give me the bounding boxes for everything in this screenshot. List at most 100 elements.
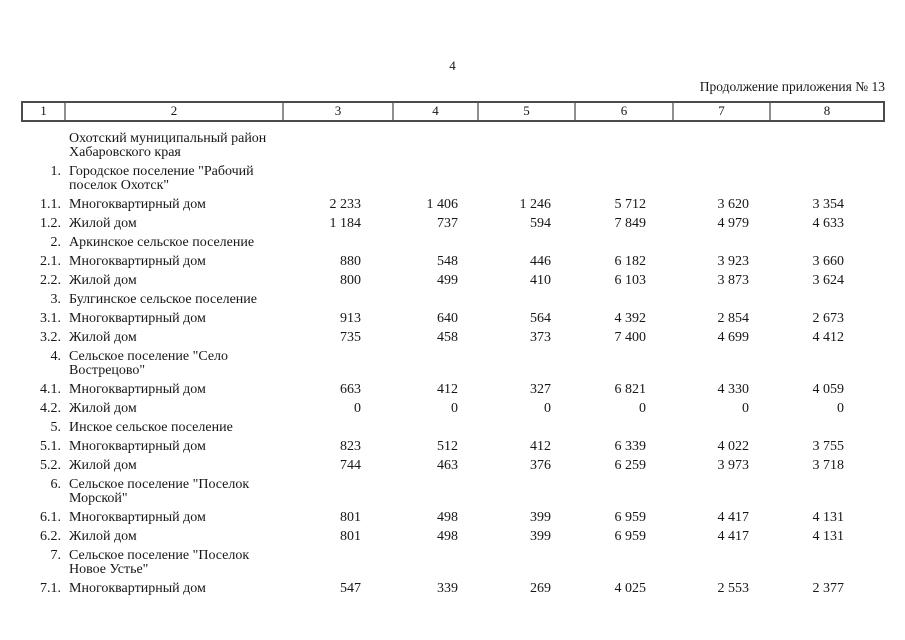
row-number-cell: 1.1.	[40, 196, 61, 212]
value-cell: 880	[340, 253, 361, 269]
row-label-cell: Жилой дом	[69, 528, 137, 544]
table-row: Охотский муниципальный район Хабаровског…	[23, 129, 883, 162]
value-cell: 0	[837, 400, 844, 416]
value-cell: 7 400	[614, 329, 647, 345]
row-label-cell: Сельское поселение "Поселок Новое Устье"	[69, 547, 250, 577]
value-cell: 412	[530, 438, 551, 454]
value-cell: 7 849	[614, 215, 647, 231]
column-number-cell: 3	[284, 103, 394, 120]
value-cell: 327	[530, 381, 551, 397]
row-number-cell: 4.	[50, 348, 62, 364]
value-cell: 744	[340, 457, 361, 473]
row-label-cell: Многоквартирный дом	[69, 381, 206, 397]
value-cell: 4 633	[812, 215, 845, 231]
value-cell: 4 059	[812, 381, 845, 397]
value-cell: 463	[437, 457, 458, 473]
value-cell: 339	[437, 580, 458, 596]
table-row: 5.2. Жилой дом 744 463 376 6 259 3 973 3 718	[23, 456, 883, 475]
row-label-cell: Жилой дом	[69, 457, 137, 473]
table-row: 3.2. Жилой дом 735 458 373 7 400 4 699 4 412	[23, 328, 883, 347]
value-cell: 4 417	[717, 528, 750, 544]
value-cell: 512	[437, 438, 458, 454]
value-cell: 3 873	[717, 272, 750, 288]
value-cell: 3 755	[812, 438, 845, 454]
table-row: 1. Городское поселение "Рабочий поселок О…	[23, 162, 883, 195]
row-label-cell: Многоквартирный дом	[69, 196, 206, 212]
column-number-cell: 7	[674, 103, 771, 120]
table-row: 4.1. Многоквартирный дом 663 412 327 6 821 4 3…	[23, 380, 883, 399]
value-cell: 4 022	[717, 438, 750, 454]
value-cell: 376	[530, 457, 551, 473]
value-cell: 2 377	[812, 580, 845, 596]
row-number-cell: 2.	[50, 234, 62, 250]
row-number-cell: 5.1.	[40, 438, 61, 454]
value-cell: 373	[530, 329, 551, 345]
row-number-cell: 4.2.	[40, 400, 61, 416]
column-number-cell: 6	[576, 103, 674, 120]
value-cell: 4 412	[812, 329, 845, 345]
row-label-cell: Многоквартирный дом	[69, 580, 206, 596]
value-cell: 735	[340, 329, 361, 345]
value-cell: 548	[437, 253, 458, 269]
value-cell: 6 103	[614, 272, 647, 288]
table-row: 4. Сельское поселение "Село Вострецово"	[23, 347, 883, 380]
value-cell: 3 718	[812, 457, 845, 473]
value-cell: 0	[544, 400, 551, 416]
value-cell: 6 959	[614, 528, 647, 544]
value-cell: 640	[437, 310, 458, 326]
table-body: Охотский муниципальный район Хабаровског…	[23, 129, 883, 598]
row-label-cell: Жилой дом	[69, 272, 137, 288]
row-label-cell: Булгинское сельское поселение	[69, 291, 257, 307]
row-label-cell: Многоквартирный дом	[69, 310, 206, 326]
value-cell: 4 392	[614, 310, 647, 326]
value-cell: 663	[340, 381, 361, 397]
table-row: 5.1. Многоквартирный дом 823 512 412 6 339 4 0…	[23, 437, 883, 456]
value-cell: 4 699	[717, 329, 750, 345]
row-number-cell: 4.1.	[40, 381, 61, 397]
column-number-cell: 5	[479, 103, 576, 120]
column-number-cell: 2	[66, 103, 284, 120]
appendix-continuation-label: Продолжение приложения № 13	[699, 79, 885, 94]
row-number-cell: 5.	[50, 419, 62, 435]
value-cell: 3 660	[812, 253, 845, 269]
value-cell: 3 620	[717, 196, 750, 212]
value-cell: 2 553	[717, 580, 750, 596]
row-number-cell: 7.	[50, 547, 62, 563]
value-cell: 6 182	[614, 253, 647, 269]
value-cell: 913	[340, 310, 361, 326]
value-cell: 2 673	[812, 310, 845, 326]
value-cell: 446	[530, 253, 551, 269]
row-number-cell: 5.2.	[40, 457, 61, 473]
column-number-cell: 1	[23, 103, 66, 120]
row-number-cell: 6.	[50, 476, 62, 492]
value-cell: 412	[437, 381, 458, 397]
row-label-cell: Жилой дом	[69, 329, 137, 345]
row-number-cell: 1.2.	[40, 215, 61, 231]
value-cell: 3 624	[812, 272, 845, 288]
row-number-cell: 6.2.	[40, 528, 61, 544]
row-label-cell: Многоквартирный дом	[69, 253, 206, 269]
page-number: 4	[449, 58, 456, 73]
value-cell: 2 854	[717, 310, 750, 326]
value-cell: 6 259	[614, 457, 647, 473]
row-label-cell: Инское сельское поселение	[69, 419, 233, 435]
value-cell: 564	[530, 310, 551, 326]
value-cell: 6 959	[614, 509, 647, 525]
table-row: 7.1. Многоквартирный дом 547 339 269 4 025 2 5…	[23, 579, 883, 598]
row-label-cell: Многоквартирный дом	[69, 509, 206, 525]
table-row: 1.2. Жилой дом 1 184 737 594 7 849 4 979 4 633	[23, 214, 883, 233]
value-cell: 3 923	[717, 253, 750, 269]
row-label-cell: Многоквартирный дом	[69, 438, 206, 454]
table-row: 6. Сельское поселение "Поселок Морской"	[23, 475, 883, 508]
value-cell: 737	[437, 215, 458, 231]
value-cell: 1 246	[519, 196, 552, 212]
table-row: 3. Булгинское сельское поселение	[23, 290, 883, 309]
value-cell: 4 131	[812, 509, 845, 525]
value-cell: 6 339	[614, 438, 647, 454]
row-label-cell: Охотский муниципальный район Хабаровског…	[69, 130, 267, 160]
row-label-cell: Сельское поселение "Поселок Морской"	[69, 476, 250, 506]
value-cell: 4 131	[812, 528, 845, 544]
value-cell: 1 406	[426, 196, 459, 212]
table-row: 1.1. Многоквартирный дом 2 233 1 406 1 246 5 …	[23, 195, 883, 214]
